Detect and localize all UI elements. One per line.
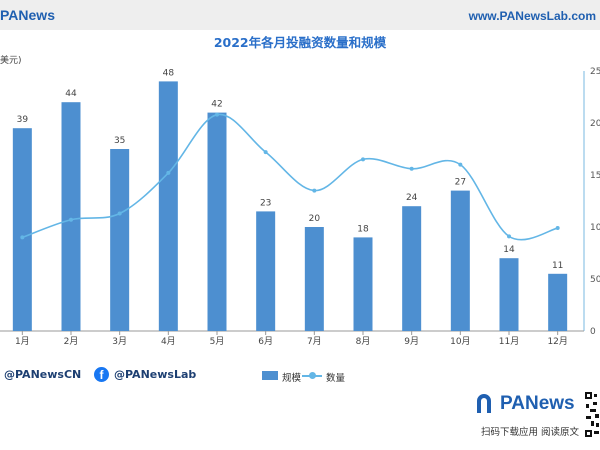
x-tick-label: 4月	[161, 336, 176, 347]
facebook-icon: f	[94, 367, 109, 382]
series-line	[22, 113, 558, 241]
bar	[207, 112, 227, 331]
site-url[interactable]: www.PANewsLab.com	[468, 9, 596, 23]
bar-value-label: 24	[406, 193, 418, 203]
panews-logo-icon	[477, 394, 491, 413]
y-tick-right: 100	[590, 223, 600, 233]
x-tick-label: 10月	[450, 336, 470, 347]
bar	[158, 81, 178, 332]
y-tick-right: 50	[590, 275, 600, 285]
legend-line-label: 数量	[326, 373, 346, 384]
x-tick-label: 2月	[64, 336, 79, 347]
bar	[61, 102, 81, 331]
line-point	[555, 226, 560, 231]
bar	[256, 211, 276, 331]
bar-value-label: 35	[114, 136, 125, 146]
legend-bar-label: 规模	[282, 373, 302, 384]
line-point	[409, 166, 414, 171]
x-tick-label: 8月	[356, 336, 371, 347]
twitter-handle[interactable]: @PANewsCN	[4, 368, 82, 381]
bar	[548, 273, 568, 331]
bar	[402, 206, 422, 331]
y-tick-right: 0	[590, 327, 596, 337]
bar-value-label: 42	[211, 100, 222, 110]
brand-logo-right: PANews	[500, 393, 575, 414]
legend-bar-swatch	[262, 371, 278, 380]
legend-line-dot	[309, 372, 316, 379]
facebook-handle[interactable]: @PANewsLab	[114, 368, 197, 381]
bar-value-label: 20	[309, 214, 321, 224]
chart-title: 2022年各月投融资数量和规模	[213, 35, 387, 50]
bar-value-label: 44	[65, 89, 77, 99]
y-tick-right: 150	[590, 171, 600, 181]
bar	[353, 237, 373, 331]
bar-value-label: 18	[357, 224, 369, 234]
line-point	[507, 234, 511, 239]
x-tick-label: 3月	[112, 336, 127, 347]
x-tick-label: 7月	[307, 336, 322, 347]
y-tick-right: 250	[590, 67, 600, 77]
header-bar	[0, 0, 600, 30]
line-point	[458, 162, 463, 167]
download-slogan: 扫码下载应用 阅读原文	[481, 427, 580, 438]
line-point	[215, 112, 219, 117]
bar	[304, 227, 324, 331]
bar	[12, 128, 32, 331]
bar-value-label: 39	[17, 115, 29, 125]
qr-code-icon[interactable]	[585, 392, 600, 437]
line-point	[361, 157, 365, 162]
x-tick-label: 12月	[547, 336, 567, 347]
x-tick-label: 9月	[404, 336, 419, 347]
brand-logo-left: PANews	[0, 7, 55, 23]
line-point	[263, 150, 268, 155]
bar	[450, 190, 470, 331]
bar	[499, 258, 519, 331]
line-point	[117, 211, 122, 216]
line-point	[166, 170, 171, 175]
bar-value-label: 14	[503, 245, 515, 255]
line-point	[312, 188, 317, 193]
bar-value-label: 48	[163, 68, 175, 78]
y-tick-right: 200	[590, 119, 600, 129]
bar-value-label: 27	[455, 178, 466, 188]
line-point	[20, 235, 25, 240]
bar-value-label: 11	[552, 261, 563, 271]
x-tick-label: 11月	[499, 336, 519, 347]
x-tick-label: 6月	[258, 336, 273, 347]
bar	[110, 149, 130, 331]
bar-value-label: 23	[260, 198, 271, 208]
line-point	[69, 217, 73, 222]
x-tick-label: 5月	[210, 336, 225, 347]
y-axis-left-label: 美元)	[0, 56, 22, 66]
x-tick-label: 1月	[15, 336, 30, 347]
